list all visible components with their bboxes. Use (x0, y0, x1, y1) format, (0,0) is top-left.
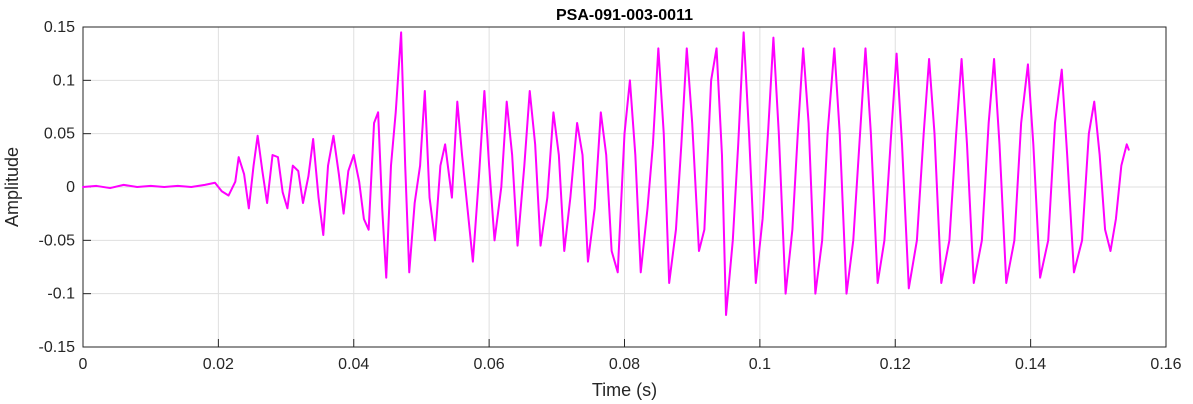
x-tick-label: 0.04 (338, 356, 369, 373)
x-tick-label: 0.12 (880, 356, 911, 373)
x-tick-label: 0.08 (609, 356, 640, 373)
x-tick-label: 0.1 (749, 356, 771, 373)
x-axis-label: Time (s) (592, 380, 657, 400)
y-tick-label: 0.1 (53, 72, 75, 89)
y-tick-label: 0 (66, 179, 75, 196)
y-tick-label: -0.1 (47, 286, 75, 303)
x-tick-label: 0.16 (1150, 356, 1181, 373)
x-tick-label: 0.06 (474, 356, 505, 373)
x-tick-label: 0 (79, 356, 88, 373)
x-tick-label: 0.14 (1015, 356, 1046, 373)
x-tick-label: 0.02 (203, 356, 234, 373)
chart-title: PSA-091-003-0011 (556, 7, 693, 24)
y-tick-label: -0.05 (39, 232, 76, 249)
axis-ticks: 0 0.02 0.04 0.06 0.08 0.1 0.12 0.14 0.16 -0.15 -0.… (39, 19, 1182, 373)
y-tick-label: 0.05 (44, 126, 75, 143)
amplitude-series-line (82, 31, 1130, 316)
y-tick-label: 0.15 (44, 19, 75, 36)
y-axis-label: Amplitude (2, 147, 22, 227)
y-tick-label: -0.15 (39, 339, 76, 356)
